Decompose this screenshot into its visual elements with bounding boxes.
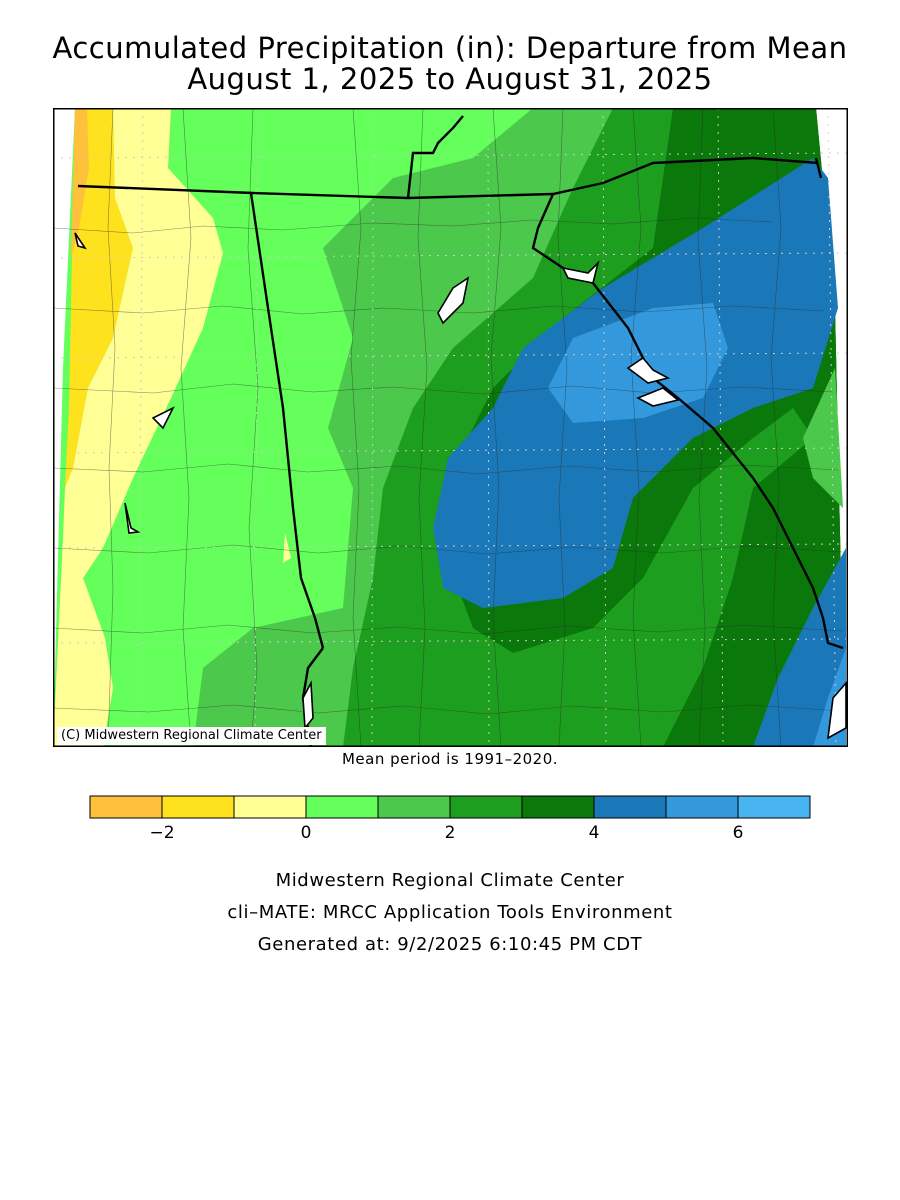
- zone-m1-0: [53, 108, 223, 747]
- zone-m1-0-patch: [283, 533, 291, 563]
- zone-1-2-east: [803, 368, 843, 508]
- legend-bin: [449, 795, 523, 819]
- legend-bin: [89, 795, 163, 819]
- state-boundaries: [77, 115, 844, 747]
- copyright-label: (C) Midwestern Regional Climate Center: [57, 727, 326, 745]
- legend-tick-label: 2: [445, 823, 456, 843]
- legend-tick-label: 0: [301, 823, 312, 843]
- legend-tick-label: 6: [733, 823, 744, 843]
- legend-bin: [737, 795, 811, 819]
- water-bodies: [74, 232, 847, 740]
- map-title: Accumulated Precipitation (in): Departur…: [52, 31, 848, 65]
- footer-tool: cli–MATE: MRCC Application Tools Environ…: [227, 902, 673, 923]
- precipitation-departure-map: [53, 108, 848, 747]
- legend-tick-label: −2: [149, 823, 174, 843]
- legend-bin: [665, 795, 739, 819]
- zone-4-5-se: [753, 548, 846, 747]
- footer-org: Midwestern Regional Climate Center: [275, 870, 625, 891]
- zone-m3-m2: [71, 108, 89, 258]
- map-frame: [53, 108, 848, 747]
- legend-bin: [377, 795, 451, 819]
- legend-bin: [521, 795, 595, 819]
- mean-period-note: Mean period is 1991–2020.: [341, 750, 559, 768]
- legend-bin: [593, 795, 667, 819]
- county-boundaries: [53, 108, 844, 747]
- legend-tick-label: 4: [589, 823, 600, 843]
- legend-bin: [233, 795, 307, 819]
- color-legend: −2 0 2 4 6: [89, 795, 811, 843]
- map-date-range: August 1, 2025 to August 31, 2025: [187, 62, 713, 96]
- legend-bin: [305, 795, 379, 819]
- footer-generated: Generated at: 9/2/2025 6:10:45 PM CDT: [257, 934, 643, 955]
- legend-bin: [161, 795, 235, 819]
